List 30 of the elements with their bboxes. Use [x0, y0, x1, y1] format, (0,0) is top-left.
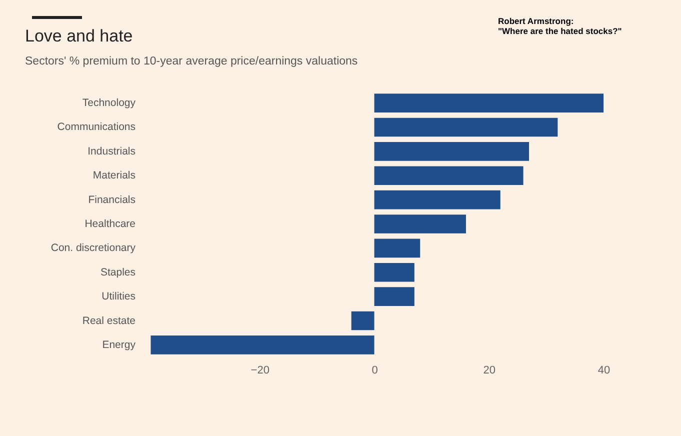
y-tick-label: Con. discretionary: [50, 242, 136, 254]
y-tick-label: Utilities: [102, 290, 136, 303]
y-tick-label: Industrials: [88, 145, 136, 158]
bar: [374, 238, 420, 258]
y-tick-label: Energy: [102, 338, 136, 351]
bar: [374, 94, 604, 112]
y-tick-label: Financials: [88, 194, 136, 206]
x-tick-label: 0: [372, 364, 378, 376]
text: "Where are the hated stocks?": [498, 26, 622, 36]
y-tick-label: Communications: [57, 121, 136, 134]
bar: [351, 311, 374, 330]
bar: [150, 336, 374, 354]
bar: [374, 142, 530, 161]
y-tick-label: Materials: [92, 170, 136, 182]
bar: [374, 214, 466, 234]
bar: [374, 190, 500, 210]
x-tick-label: −20: [250, 364, 270, 376]
x-tick-label: 20: [483, 364, 496, 376]
bar: [374, 287, 414, 306]
bar: [374, 118, 558, 137]
text: Robert Armstrong:: [498, 16, 575, 26]
x-tick-label: 40: [598, 364, 610, 376]
y-tick-label: Real estate: [82, 314, 136, 327]
chart-title: Love and hate: [25, 26, 133, 46]
y-tick-label: Technology: [82, 97, 136, 110]
y-tick-label: Staples: [100, 266, 136, 278]
bar: [374, 262, 414, 282]
y-tick-label: Healthcare: [84, 218, 136, 230]
bar: [374, 166, 524, 186]
chart-subtitle: Sectors' % premium to 10-year average price/earnings valuations: [25, 56, 358, 68]
